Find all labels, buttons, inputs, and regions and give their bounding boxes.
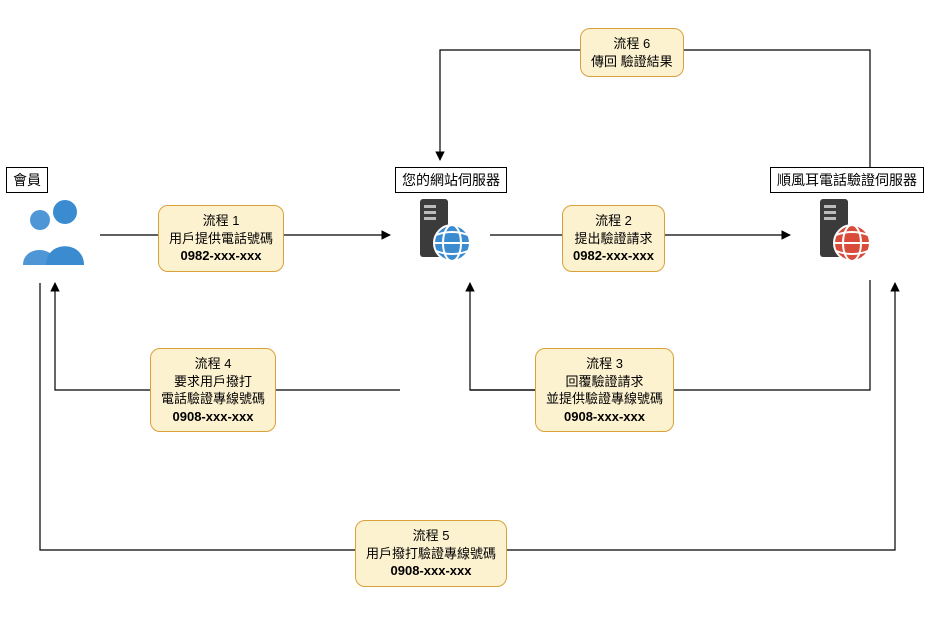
step-title: 流程 5 <box>366 527 496 545</box>
step-box-s5: 流程 5用戶撥打驗證專線號碼0908-xxx-xxx <box>355 520 507 587</box>
step-line: 回覆驗證請求 <box>546 373 663 391</box>
step-line: 用戶提供電話號碼 <box>169 230 273 248</box>
step-title: 流程 1 <box>169 212 273 230</box>
step-line: 傳回 驗證結果 <box>591 53 673 71</box>
step-box-s2: 流程 2提出驗證請求0982-xxx-xxx <box>562 205 665 272</box>
step-title: 流程 4 <box>161 355 265 373</box>
server-globe-icon <box>408 195 480 272</box>
step-box-s6: 流程 6傳回 驗證結果 <box>580 28 684 77</box>
step-line: 用戶撥打驗證專線號碼 <box>366 545 496 563</box>
actor-label-verify: 順風耳電話驗證伺服器 <box>770 167 924 193</box>
step-title: 流程 2 <box>573 212 654 230</box>
step-bold: 0908-xxx-xxx <box>564 409 645 424</box>
server-globe-icon <box>808 195 880 272</box>
step-bold: 0982-xxx-xxx <box>573 248 654 263</box>
step-bold: 0908-xxx-xxx <box>173 409 254 424</box>
actor-label-member: 會員 <box>6 167 48 193</box>
step-title: 流程 3 <box>546 355 663 373</box>
step-bold: 0908-xxx-xxx <box>391 563 472 578</box>
step-line: 提出驗證請求 <box>573 230 654 248</box>
actor-label-website: 您的網站伺服器 <box>395 167 507 193</box>
step-line: 並提供驗證專線號碼 <box>546 390 663 408</box>
step-line: 要求用戶撥打 <box>161 373 265 391</box>
step-box-s1: 流程 1用戶提供電話號碼0982-xxx-xxx <box>158 205 284 272</box>
people-icon <box>18 195 96 270</box>
step-box-s4: 流程 4要求用戶撥打電話驗證專線號碼0908-xxx-xxx <box>150 348 276 432</box>
step-title: 流程 6 <box>591 35 673 53</box>
step-line: 電話驗證專線號碼 <box>161 390 265 408</box>
step-box-s3: 流程 3回覆驗證請求並提供驗證專線號碼0908-xxx-xxx <box>535 348 674 432</box>
step-bold: 0982-xxx-xxx <box>181 248 262 263</box>
